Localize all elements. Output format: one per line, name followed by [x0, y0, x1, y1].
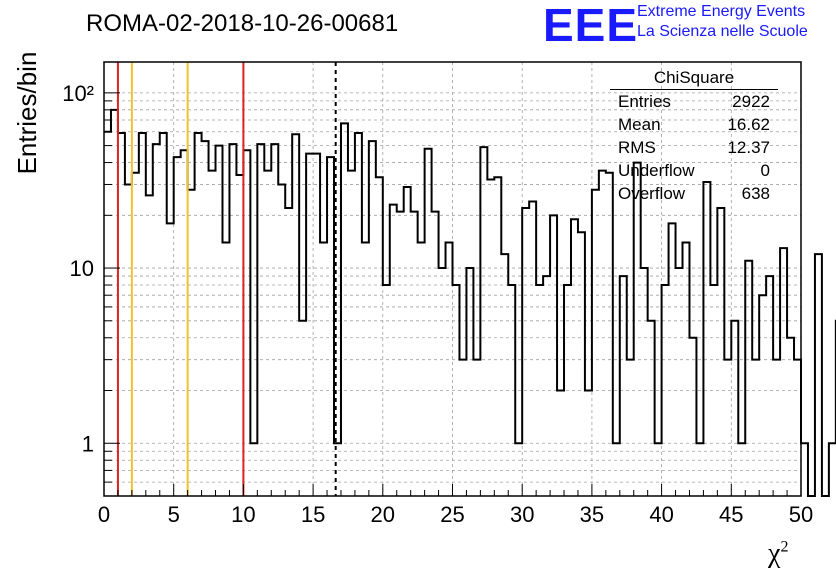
y-axis-label: Entries/bin: [12, 51, 42, 175]
stats-row: Mean 16.62: [618, 115, 770, 134]
x-axis-label: χ2: [768, 538, 789, 569]
chart-title: ROMA-02-2018-10-26-00681: [86, 10, 399, 37]
axis-ticks: [103, 92, 802, 497]
histogram-series: [104, 108, 836, 497]
x-tick-label: 0: [98, 502, 110, 527]
y-tick-label: 10²: [62, 81, 94, 106]
stats-row: Underflow 0: [618, 161, 770, 180]
x-tick-label: 35: [580, 502, 604, 527]
y-tick-label: 10: [70, 256, 94, 281]
logo-line-1: Extreme Energy Events: [637, 3, 806, 20]
x-tick-label: 20: [371, 502, 395, 527]
y-tick-label: 1: [82, 431, 94, 456]
stats-row: RMS 12.37: [618, 138, 770, 157]
stats-box: ChiSquare Entries 2922 Mean 16.62 RMS 12.37…: [610, 68, 778, 205]
histogram-line: [104, 108, 836, 497]
x-tick-label: 40: [649, 502, 673, 527]
eee-logo: EEE: [543, 0, 639, 51]
x-tick-label: 10: [231, 502, 255, 527]
logo-line-2: La Scienza nelle Scuole: [637, 23, 808, 40]
tick-labels: 0 5 10 15 20 25 30 35 40 45 50 1 10 10²: [62, 81, 813, 527]
stats-title: ChiSquare: [610, 68, 778, 90]
x-tick-label: 50: [789, 502, 813, 527]
reference-lines: [116, 62, 337, 496]
x-tick-label: 15: [301, 502, 325, 527]
x-tick-label: 25: [440, 502, 464, 527]
x-tick-label: 5: [168, 502, 180, 527]
x-tick-label: 30: [510, 502, 534, 527]
stats-row: Entries 2922: [618, 92, 770, 111]
stats-row: Overflow 638: [618, 184, 770, 203]
x-tick-label: 45: [719, 502, 743, 527]
